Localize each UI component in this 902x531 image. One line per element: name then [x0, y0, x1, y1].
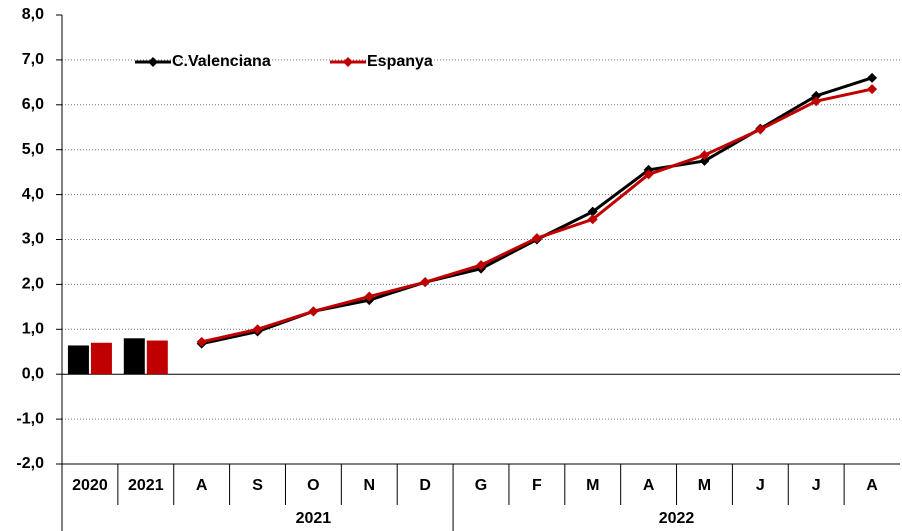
y-tick-label: 6,0: [22, 96, 44, 113]
x-tick-label: D: [419, 477, 431, 494]
bar: [90, 342, 112, 375]
marker: [643, 169, 654, 180]
marker: [867, 72, 878, 83]
y-tick-label: -2,0: [16, 455, 44, 472]
group-label: 2022: [659, 510, 695, 527]
marker: [867, 84, 878, 95]
x-tick-label: N: [363, 477, 375, 494]
y-tick-label: 1,0: [22, 321, 44, 338]
y-tick-label: 3,0: [22, 231, 44, 248]
y-tick-label: 4,0: [22, 186, 44, 203]
x-tick-label: O: [307, 477, 319, 494]
marker: [252, 324, 263, 335]
marker: [364, 291, 375, 302]
marker: [587, 206, 598, 217]
y-tick-label: 7,0: [22, 51, 44, 68]
marker: [811, 90, 822, 101]
y-tick-label: 2,0: [22, 276, 44, 293]
x-tick-label: G: [475, 477, 487, 494]
marker: [308, 306, 319, 317]
marker: [476, 260, 486, 271]
legend-marker: [343, 57, 353, 67]
group-label: 2021: [296, 510, 332, 527]
y-tick-label: -1,0: [16, 410, 44, 427]
x-tick-label: S: [252, 477, 263, 494]
x-tick-label: J: [756, 477, 765, 494]
marker: [420, 277, 431, 288]
y-tick-label: 0,0: [22, 365, 44, 382]
marker: [196, 336, 207, 347]
marker: [811, 96, 822, 107]
marker: [531, 233, 542, 244]
x-tick-label: A: [866, 477, 878, 494]
line: [201, 87, 873, 344]
x-tick-label: M: [698, 477, 711, 494]
x-tick-label: J: [812, 477, 821, 494]
x-tick-label: A: [196, 477, 208, 494]
bar: [123, 338, 145, 375]
marker: [587, 214, 598, 225]
y-tick-label: 5,0: [22, 141, 44, 158]
x-tick-label: F: [532, 477, 542, 494]
legend-label: Espanya: [367, 53, 433, 70]
legend-marker: [148, 57, 158, 67]
y-tick-label: 8,0: [22, 6, 44, 23]
legend-label: C.Valenciana: [172, 53, 271, 70]
x-tick-label: 2021: [128, 477, 164, 494]
x-tick-label: M: [586, 477, 599, 494]
x-tick-label: 2020: [72, 477, 108, 494]
bar: [67, 345, 89, 375]
marker: [699, 150, 710, 161]
bar: [146, 340, 168, 375]
line: [201, 76, 873, 346]
marker: [755, 124, 766, 135]
marker: [699, 155, 710, 166]
x-tick-label: A: [643, 477, 655, 494]
